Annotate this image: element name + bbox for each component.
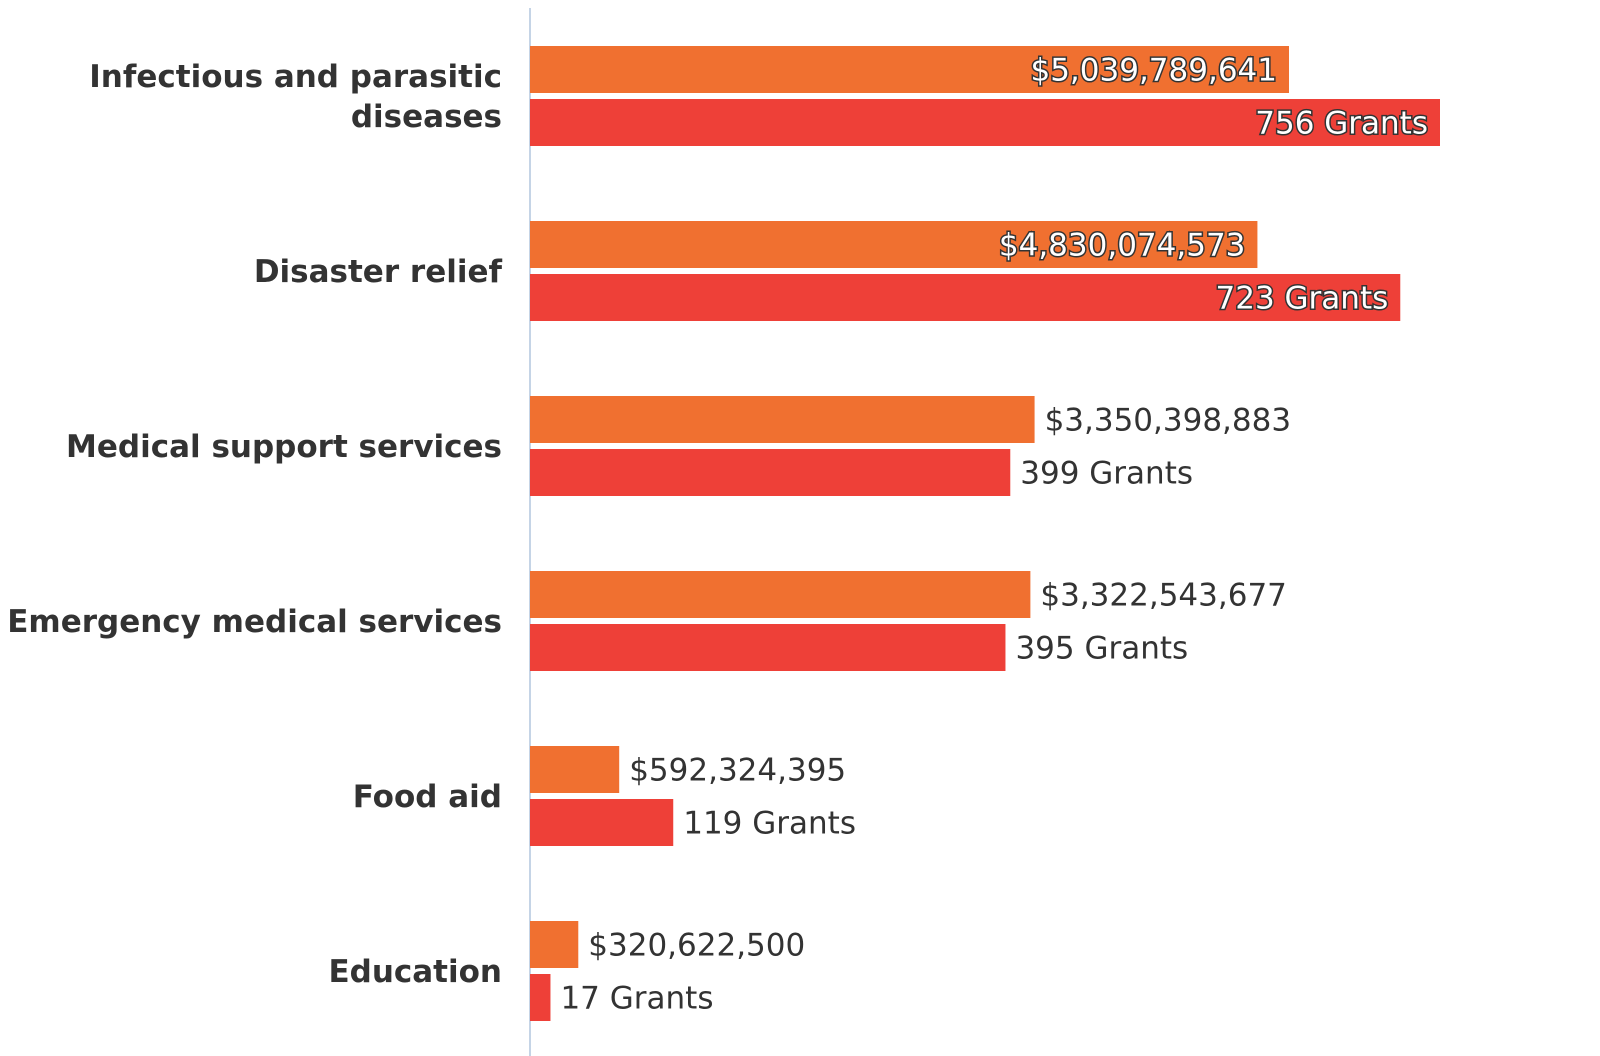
amount-data-label: $320,622,500 xyxy=(588,928,805,964)
amount-data-label: $4,830,074,573 xyxy=(999,228,1246,264)
grants-bar xyxy=(530,974,551,1021)
grants-data-label: 756 Grants xyxy=(1255,106,1428,142)
grants-bar xyxy=(530,799,674,846)
category-label: Emergency medical services xyxy=(7,604,502,640)
category-label: Food aid xyxy=(353,779,502,815)
amount-data-label: $592,324,395 xyxy=(629,753,846,789)
amount-bar xyxy=(530,396,1035,443)
amount-data-label: $3,322,543,677 xyxy=(1040,578,1287,614)
bars-group xyxy=(530,46,1440,1021)
category-label: diseases xyxy=(351,99,502,135)
grants-data-label: 119 Grants xyxy=(683,806,856,842)
category-label: Medical support services xyxy=(66,429,502,465)
grants-data-label: 17 Grants xyxy=(560,981,713,1017)
grants-bar xyxy=(530,624,1006,671)
amount-data-label: $5,039,789,641 xyxy=(1030,53,1277,89)
category-label: Disaster relief xyxy=(254,254,503,290)
grants-data-label: 723 Grants xyxy=(1216,281,1389,317)
amount-bar xyxy=(530,921,579,968)
amount-bar xyxy=(530,746,620,793)
grants-bar xyxy=(530,449,1011,496)
amount-bar xyxy=(530,46,1289,93)
grants-bar xyxy=(530,274,1401,321)
category-label: Infectious and parasitic xyxy=(89,59,502,95)
amount-bar xyxy=(530,221,1258,268)
grants-bar xyxy=(530,99,1440,146)
grants-data-label: 399 Grants xyxy=(1020,456,1193,492)
amount-data-label: $3,350,398,883 xyxy=(1045,403,1292,439)
category-label: Education xyxy=(328,954,502,990)
amount-bar xyxy=(530,571,1031,618)
grants-data-label: 395 Grants xyxy=(1015,631,1188,667)
labels-group: Infectious and parasitic diseases $5,039,7… xyxy=(7,51,1429,1017)
